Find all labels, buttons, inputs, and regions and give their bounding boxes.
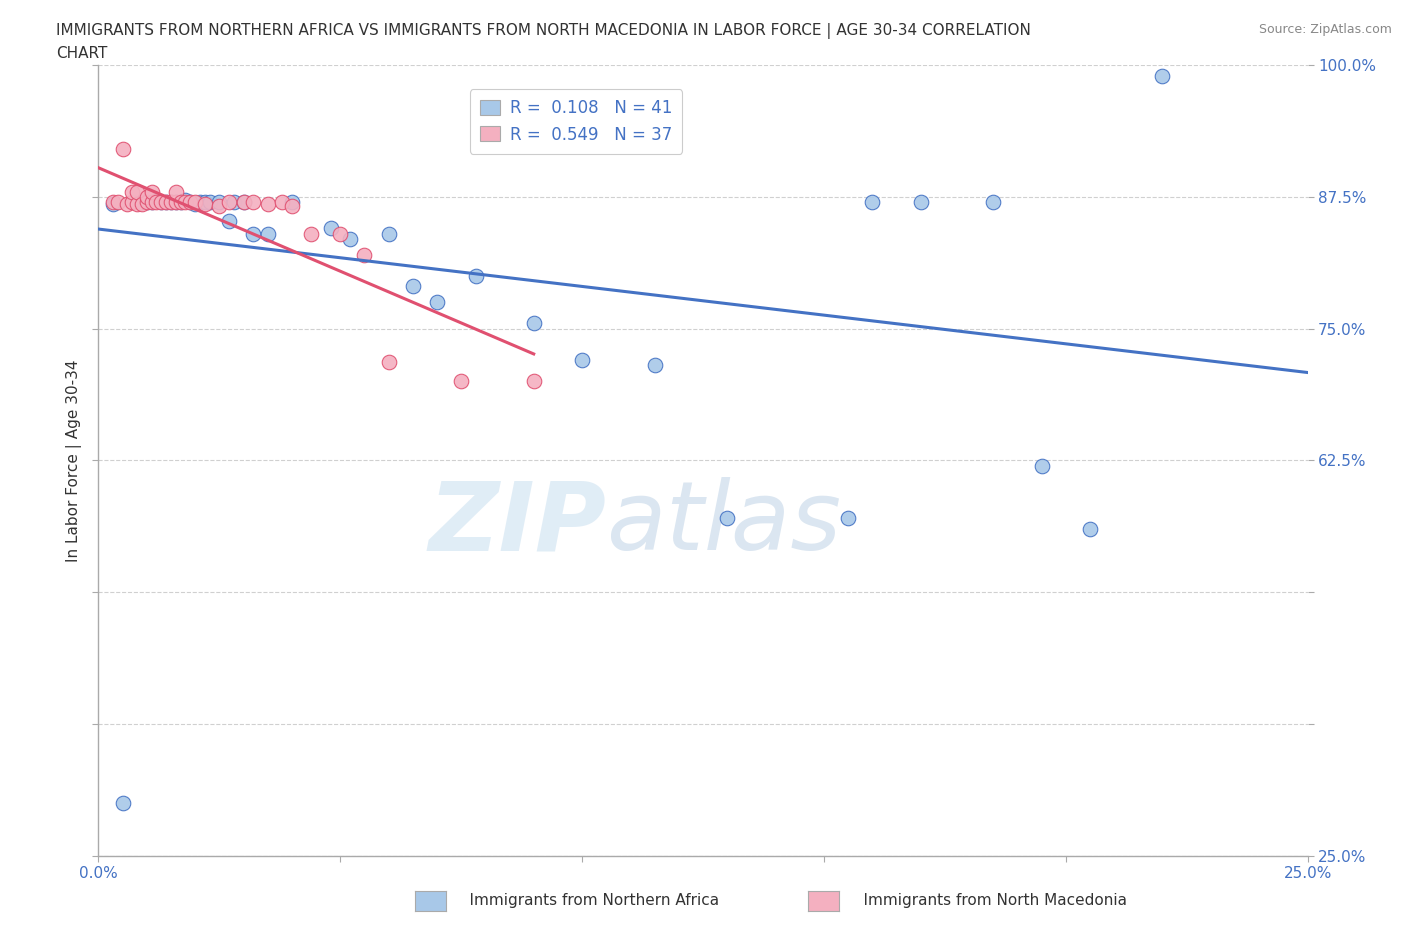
Point xyxy=(299,226,322,241)
Point xyxy=(117,197,139,212)
Point xyxy=(232,194,254,209)
Legend: R =  0.108   N = 41, R =  0.549   N = 37: R = 0.108 N = 41, R = 0.549 N = 37 xyxy=(470,89,682,153)
Point xyxy=(174,194,197,209)
Point xyxy=(141,184,163,199)
Point xyxy=(188,194,211,209)
Point xyxy=(256,226,278,241)
Point xyxy=(281,194,304,209)
Point xyxy=(160,194,183,209)
Point xyxy=(179,194,201,209)
Point xyxy=(184,197,207,212)
Point xyxy=(242,226,264,241)
Text: atlas: atlas xyxy=(606,477,841,570)
Point xyxy=(150,194,173,209)
Point xyxy=(450,374,472,389)
Point xyxy=(169,194,191,209)
Point xyxy=(402,279,425,294)
Point xyxy=(208,199,231,214)
Text: IMMIGRANTS FROM NORTHERN AFRICA VS IMMIGRANTS FROM NORTH MACEDONIA IN LABOR FORC: IMMIGRANTS FROM NORTHERN AFRICA VS IMMIG… xyxy=(56,23,1031,39)
Point xyxy=(135,190,157,205)
Point xyxy=(1031,458,1053,473)
Point xyxy=(141,194,163,209)
Text: Immigrants from North Macedonia: Immigrants from North Macedonia xyxy=(844,893,1126,908)
Point xyxy=(281,199,304,214)
Point xyxy=(150,194,173,209)
Text: ZIP: ZIP xyxy=(429,477,606,570)
Point xyxy=(179,194,201,209)
Point xyxy=(218,194,240,209)
Point xyxy=(169,194,191,209)
Point xyxy=(377,226,399,241)
Point xyxy=(319,221,342,236)
Point xyxy=(101,197,124,212)
Point xyxy=(198,194,221,209)
Point xyxy=(107,194,129,209)
Point xyxy=(242,194,264,209)
Point xyxy=(1078,522,1101,537)
Point xyxy=(111,142,134,157)
Point xyxy=(426,295,449,310)
Text: Immigrants from Northern Africa: Immigrants from Northern Africa xyxy=(450,893,718,908)
Point xyxy=(208,194,231,209)
Point xyxy=(174,193,197,207)
Point xyxy=(523,374,546,389)
Point xyxy=(165,194,187,209)
Point xyxy=(523,316,546,331)
Point xyxy=(155,194,177,209)
Point xyxy=(194,197,217,212)
Point xyxy=(121,184,143,199)
Point xyxy=(271,194,294,209)
Point xyxy=(981,194,1004,209)
Point xyxy=(165,184,187,199)
Point xyxy=(353,247,375,262)
Point xyxy=(145,193,167,207)
Point xyxy=(222,194,245,209)
Point xyxy=(111,795,134,810)
Point xyxy=(165,194,187,209)
Point xyxy=(160,194,183,209)
Point xyxy=(464,269,486,284)
Point xyxy=(329,226,352,241)
Point xyxy=(184,194,207,209)
Point xyxy=(377,355,399,370)
Point xyxy=(571,352,593,367)
Point xyxy=(127,197,149,212)
Point xyxy=(256,197,278,212)
Point xyxy=(135,194,157,209)
Point xyxy=(127,184,149,199)
Point xyxy=(860,194,883,209)
Point xyxy=(644,358,666,373)
Text: CHART: CHART xyxy=(56,46,108,60)
Point xyxy=(121,194,143,209)
Point xyxy=(910,194,932,209)
Point xyxy=(1152,68,1174,83)
Point xyxy=(339,232,361,246)
Point xyxy=(194,194,217,209)
Point xyxy=(101,194,124,209)
Point xyxy=(837,511,859,525)
Point xyxy=(155,194,177,209)
Point xyxy=(131,194,153,209)
Point xyxy=(716,511,738,525)
Point xyxy=(131,197,153,212)
Y-axis label: In Labor Force | Age 30-34: In Labor Force | Age 30-34 xyxy=(66,359,82,562)
Text: Source: ZipAtlas.com: Source: ZipAtlas.com xyxy=(1258,23,1392,36)
Point xyxy=(135,194,157,209)
Point xyxy=(232,194,254,209)
Point xyxy=(218,214,240,229)
Point xyxy=(145,194,167,209)
Point xyxy=(141,194,163,209)
